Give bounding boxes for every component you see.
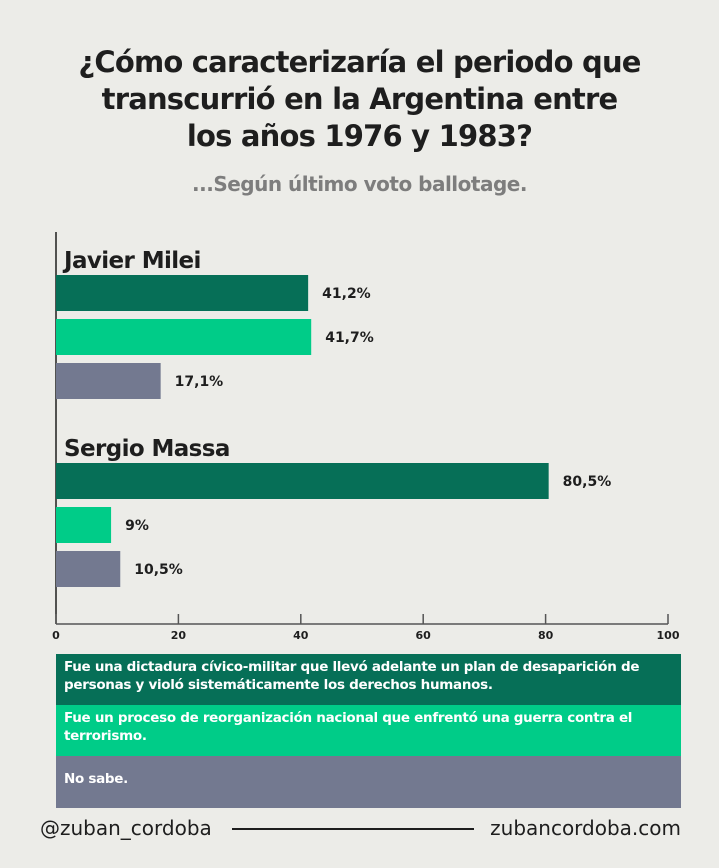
data-label: 80,5% — [563, 474, 612, 490]
x-tick-label: 100 — [657, 629, 680, 642]
bar — [56, 319, 312, 355]
title-line: transcurrió en la Argentina entre — [101, 82, 619, 116]
x-tick-label: 80 — [538, 629, 554, 642]
bar-chart: 0 20 40 60 80 100 Javier Milei 41,2% 41,7% 17,1% S… — [52, 232, 680, 642]
title-line: los años 1976 y 1983? — [186, 119, 533, 153]
title-line: ¿Cómo caracterizaría el periodo que — [78, 45, 641, 79]
x-tick-label: 0 — [52, 629, 60, 642]
data-label: 41,2% — [322, 286, 371, 302]
footer-handle: @zuban_cordoba — [40, 816, 212, 840]
legend-item-dictadura: Fue una dictadura cívico-militar que lle… — [56, 654, 681, 705]
data-label: 41,7% — [325, 330, 374, 346]
x-tick-label: 60 — [416, 629, 432, 642]
group-label: Javier Milei — [62, 248, 201, 274]
footer-divider — [232, 828, 474, 830]
bar — [56, 463, 549, 499]
x-tick-label: 40 — [293, 629, 309, 642]
bar — [56, 275, 309, 311]
legend-item-no-sabe: No sabe. — [56, 756, 681, 808]
chart-subtitle: ...Según último voto ballotage. — [192, 172, 527, 196]
legend-item-proceso: Fue un proceso de reorganización naciona… — [56, 705, 681, 756]
chart-title: ¿Cómo caracterizaría el periodo que tran… — [0, 44, 719, 155]
bar — [56, 551, 121, 587]
x-tick-label: 20 — [171, 629, 187, 642]
bar — [56, 363, 161, 399]
data-label: 9% — [125, 518, 149, 534]
footer-website: zubancordoba.com — [490, 816, 681, 840]
group-label: Sergio Massa — [64, 436, 230, 462]
data-label: 17,1% — [175, 374, 224, 390]
data-label: 10,5% — [134, 562, 183, 578]
bar — [56, 507, 112, 543]
